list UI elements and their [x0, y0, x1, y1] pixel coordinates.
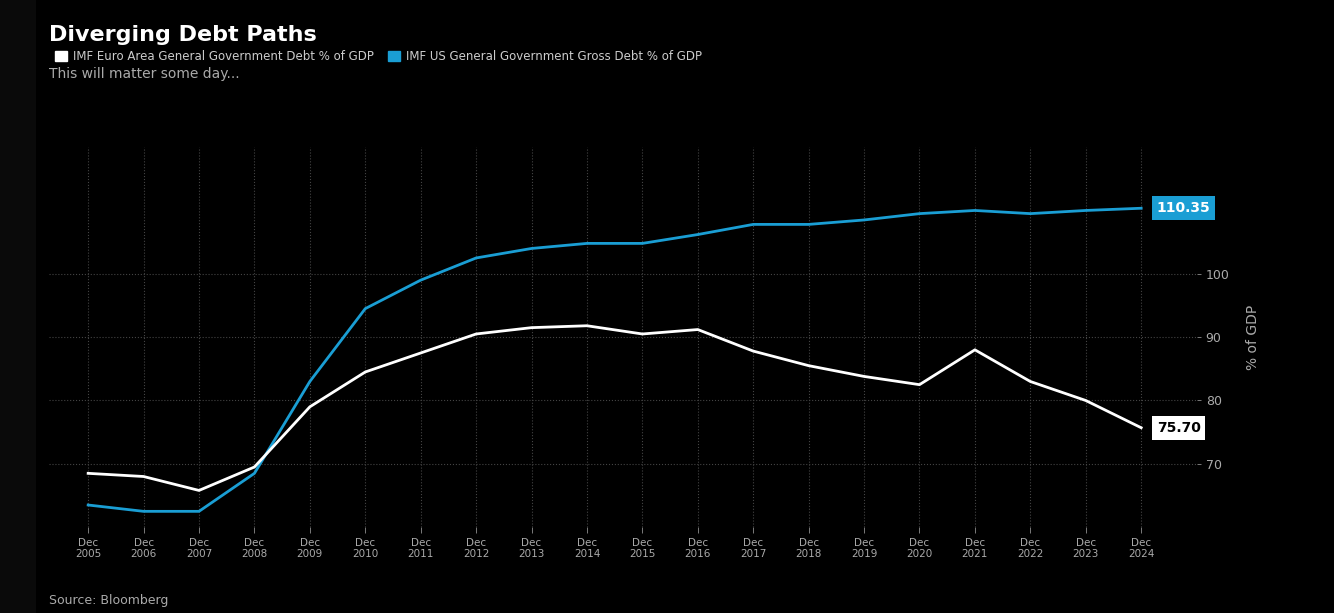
- Text: This will matter some day...: This will matter some day...: [49, 67, 240, 82]
- Text: 110.35: 110.35: [1157, 201, 1210, 215]
- Text: Diverging Debt Paths: Diverging Debt Paths: [49, 25, 317, 45]
- Y-axis label: % of GDP: % of GDP: [1246, 305, 1261, 370]
- Text: 75.70: 75.70: [1157, 421, 1201, 435]
- Text: Source: Bloomberg: Source: Bloomberg: [49, 594, 168, 607]
- Legend: IMF Euro Area General Government Debt % of GDP, IMF US General Government Gross : IMF Euro Area General Government Debt % …: [55, 50, 702, 63]
